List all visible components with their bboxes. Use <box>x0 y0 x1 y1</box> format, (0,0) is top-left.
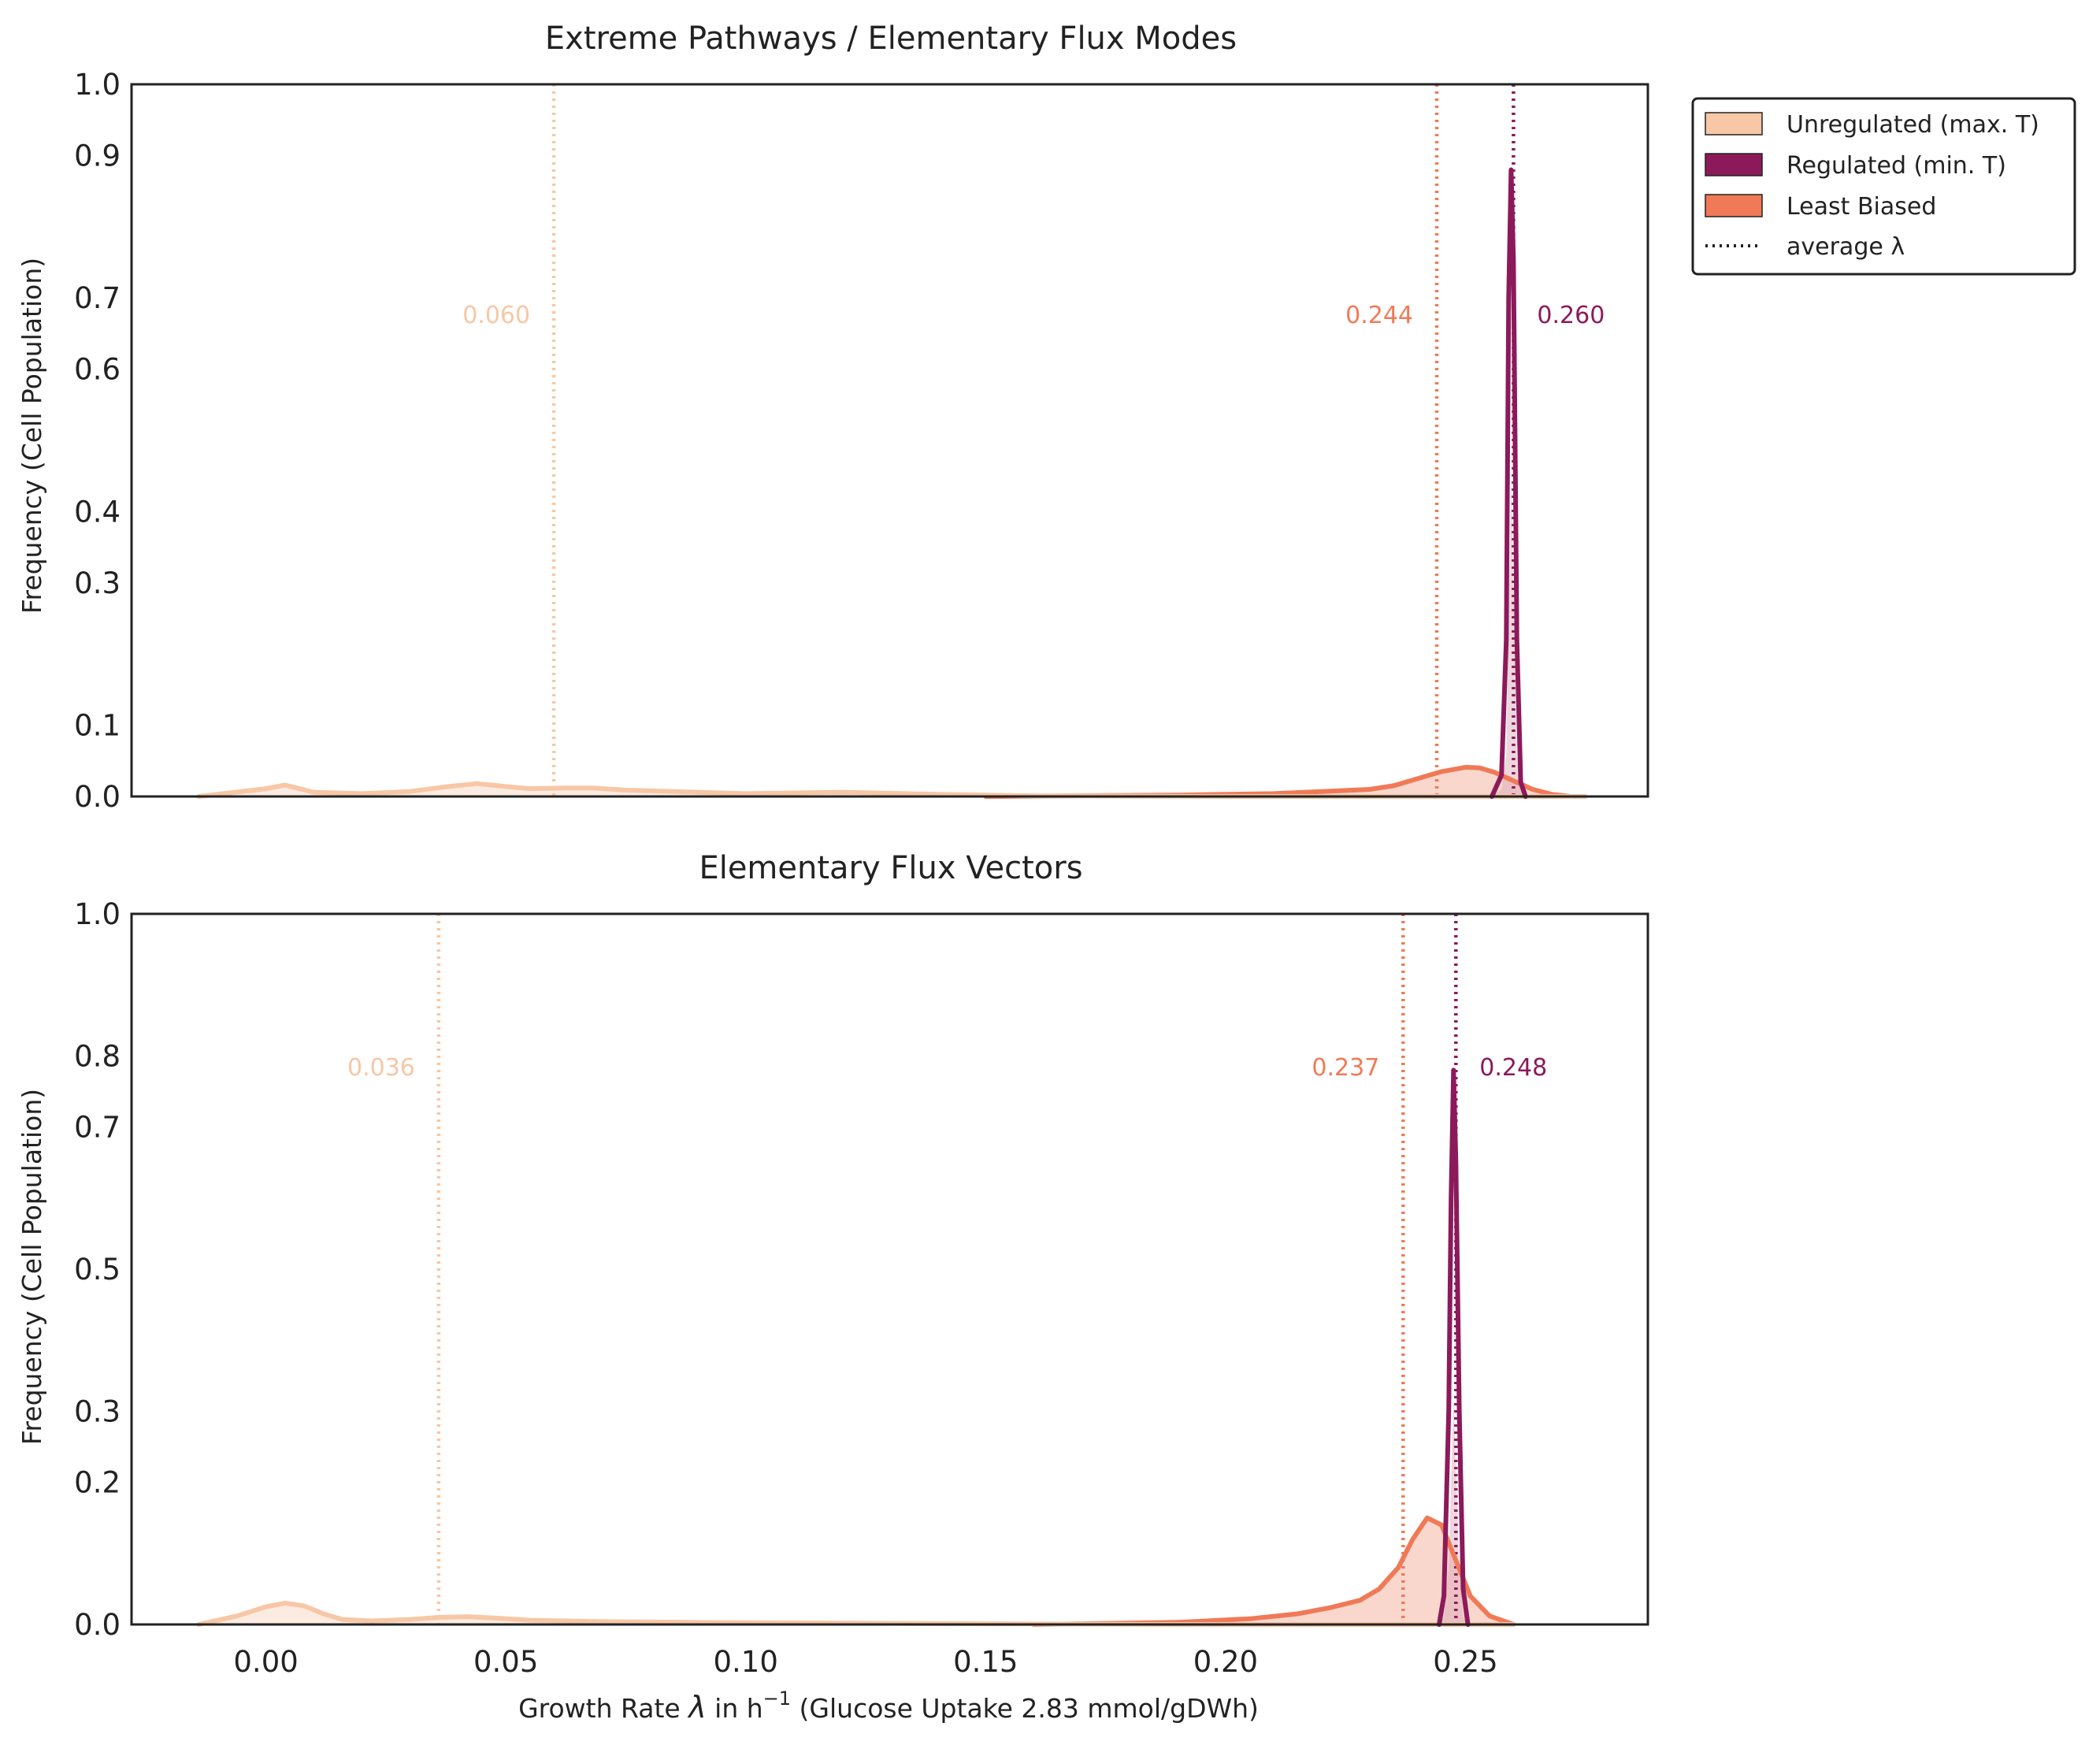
legend: Unregulated (max. T) Regulated (min. T) … <box>1691 97 2076 276</box>
x-axis-label: Growth Rate λ in h−1 (Glucose Uptake 2.8… <box>518 1687 1259 1725</box>
legend-label-regulated: Regulated (min. T) <box>1786 152 2006 180</box>
legend-frame <box>1691 97 2076 276</box>
y-tick-label: 0.3 <box>74 1394 121 1428</box>
density-fill-least-biased <box>985 767 1571 796</box>
y-tick-label: 0.7 <box>74 281 121 315</box>
x-tick-label: 0.10 <box>714 1645 778 1679</box>
legend-label-unregulated: Unregulated (max. T) <box>1786 111 2039 139</box>
y-tick-label: 0.7 <box>74 1111 121 1145</box>
x-tick-label: 0.00 <box>233 1645 298 1679</box>
y-tick-label: 0.3 <box>74 566 121 600</box>
density-fill-regulated <box>1439 1397 1468 1624</box>
density-line-least-biased <box>1031 1515 1516 1627</box>
density-line-regulated <box>1437 1067 1471 1627</box>
legend-swatch-regulated <box>1705 153 1763 176</box>
y-axis-label: Frequency (Cell Population) <box>17 258 47 614</box>
x-tick-label: 0.05 <box>473 1645 538 1679</box>
average-label-unregulated: 0.060 <box>462 302 530 329</box>
y-tick-label: 0.6 <box>74 353 121 387</box>
panel-title: Elementary Flux Vectors <box>699 850 1082 886</box>
average-label-least-biased: 0.244 <box>1345 302 1413 329</box>
y-tick-labels: 0.0 0.1 0.3 0.4 0.6 0.7 0.9 1.0 <box>74 68 121 814</box>
y-tick-label: 1.0 <box>74 68 121 102</box>
average-label-regulated: 0.260 <box>1537 302 1605 329</box>
axes-frame <box>130 83 1649 798</box>
density-fill-unregulated <box>198 1602 1514 1624</box>
panel-extreme-pathways: Extreme Pathways / Elementary Flux Modes… <box>17 20 1649 814</box>
plot-area: 0.237 0.036 0.248 <box>196 914 1547 1627</box>
average-label-unregulated: 0.036 <box>347 1054 415 1082</box>
x-tick-labels: 0.00 0.05 0.10 0.15 0.20 0.25 <box>233 1645 1497 1679</box>
y-axis-label: Frequency (Cell Population) <box>17 1089 47 1445</box>
x-tick-label: 0.20 <box>1193 1645 1258 1679</box>
y-tick-label: 0.2 <box>74 1466 121 1500</box>
axes-frame <box>130 912 1649 1626</box>
panel-title: Extreme Pathways / Elementary Flux Modes <box>545 20 1237 57</box>
y-tick-labels: 0.0 0.2 0.3 0.5 0.7 0.8 1.0 <box>74 897 121 1642</box>
y-tick-label: 0.5 <box>74 1253 121 1286</box>
density-line-least-biased <box>983 764 1574 799</box>
y-tick-label: 0.8 <box>74 1039 121 1073</box>
legend-swatch-least-biased <box>1705 194 1763 217</box>
density-line-regulated <box>1490 167 1528 799</box>
average-label-regulated: 0.248 <box>1479 1054 1547 1082</box>
legend-swatch-unregulated <box>1705 112 1763 136</box>
density-fill-least-biased <box>1033 1517 1514 1624</box>
y-tick-label: 1.0 <box>74 897 121 931</box>
panel-elementary-flux-vectors: Elementary Flux Vectors Frequency (Cell … <box>17 850 1649 1642</box>
average-label-least-biased: 0.237 <box>1312 1054 1379 1082</box>
x-tick-label: 0.25 <box>1433 1645 1497 1679</box>
y-tick-label: 0.0 <box>74 780 121 814</box>
y-tick-label: 0.9 <box>74 139 121 173</box>
exponent: −1 <box>763 1687 791 1710</box>
density-fill-unregulated <box>198 783 1586 796</box>
y-tick-label: 0.4 <box>74 495 121 529</box>
legend-label-least-biased: Least Biased <box>1786 193 1936 221</box>
x-tick-label: 0.15 <box>953 1645 1018 1679</box>
lambda-symbol: λ <box>687 1690 707 1725</box>
legend-label-average: average λ <box>1786 233 1905 261</box>
y-tick-label: 0.1 <box>74 709 121 743</box>
density-fill-regulated <box>1492 476 1526 796</box>
y-tick-label: 0.0 <box>74 1608 121 1642</box>
